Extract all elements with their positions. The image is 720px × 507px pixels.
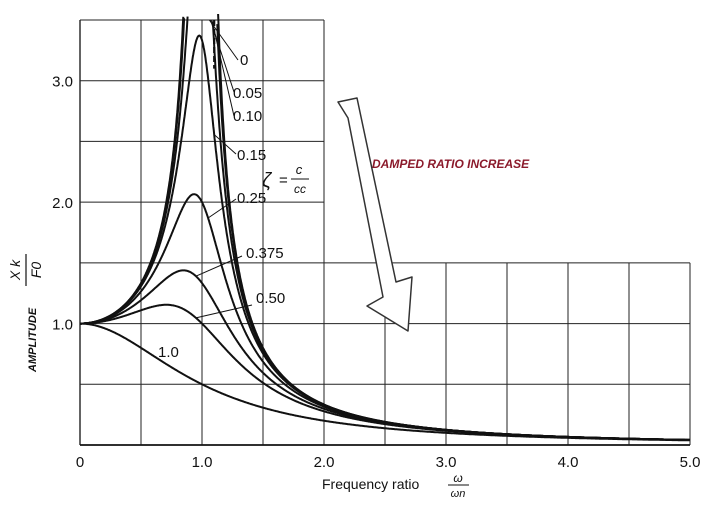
x-axis-title-prefix: Frequency ratio [322, 476, 419, 492]
y-tick-label: 3.0 [52, 74, 73, 91]
leader-line-0.375 [195, 255, 243, 277]
leader-line-0 [208, 19, 239, 61]
curve-labels: 0 0.05 0.10 0.15 0.25 0.375 0.50 1.0 [158, 52, 285, 361]
y-axis-fraction: X k F0 [7, 254, 44, 286]
x-axis-title: Frequency ratio ω ωn [322, 471, 469, 500]
curve-zeta-0 [217, 13, 690, 441]
curve-label-0.10: 0.10 [233, 108, 262, 125]
legend-title-num: c [296, 162, 303, 177]
y-fraction-denominator: F0 [28, 262, 44, 279]
curve-label-0.15: 0.15 [237, 147, 266, 164]
x-axis-fraction-numerator: ω [453, 471, 462, 485]
y-tick-label: 2.0 [52, 195, 73, 212]
legend-title-equals: = [279, 172, 288, 189]
annotation-arrow [337, 97, 413, 332]
curve-label-0.375: 0.375 [246, 245, 284, 262]
y-fraction-numerator: X k [7, 259, 23, 281]
curve-label-0.50: 0.50 [256, 290, 285, 307]
legend-title-den: cc [294, 182, 306, 196]
x-tick-label: 5.0 [680, 454, 701, 471]
y-tick-label: 1.0 [52, 317, 73, 334]
legend-title: ζ = c cc [262, 162, 309, 196]
leader-line-0.50 [195, 304, 253, 319]
leader-line-0.15 [213, 134, 237, 155]
x-axis-fraction-denominator: ωn [451, 488, 466, 500]
x-tick-label: 3.0 [436, 454, 457, 471]
tick-labels: 0 1.0 2.0 3.0 4.0 5.0 1.0 2.0 3.0 [52, 74, 700, 471]
curve-label-0.25: 0.25 [237, 190, 266, 207]
leader-line-0.10 [211, 19, 235, 117]
x-tick-label: 4.0 [558, 454, 579, 471]
y-axis-title: AMPLITUDE [27, 307, 39, 373]
curves [80, 13, 691, 442]
leader-line-0.25 [207, 198, 237, 219]
legend-title-zeta: ζ [262, 170, 273, 192]
x-tick-label: 2.0 [314, 454, 335, 471]
curve-label-0.05: 0.05 [233, 85, 262, 102]
annotation-damped-ratio-increase: DAMPED RATIO INCREASE [372, 157, 530, 171]
x-tick-label: 1.0 [192, 454, 213, 471]
curve-label-0: 0 [240, 52, 248, 69]
x-tick-label: 0 [76, 454, 84, 471]
curve-zeta-1.0 [80, 322, 690, 442]
curve-label-1.0: 1.0 [158, 344, 179, 361]
curve-zeta-0.05 [216, 24, 690, 441]
curve-label-leaders [195, 19, 253, 319]
